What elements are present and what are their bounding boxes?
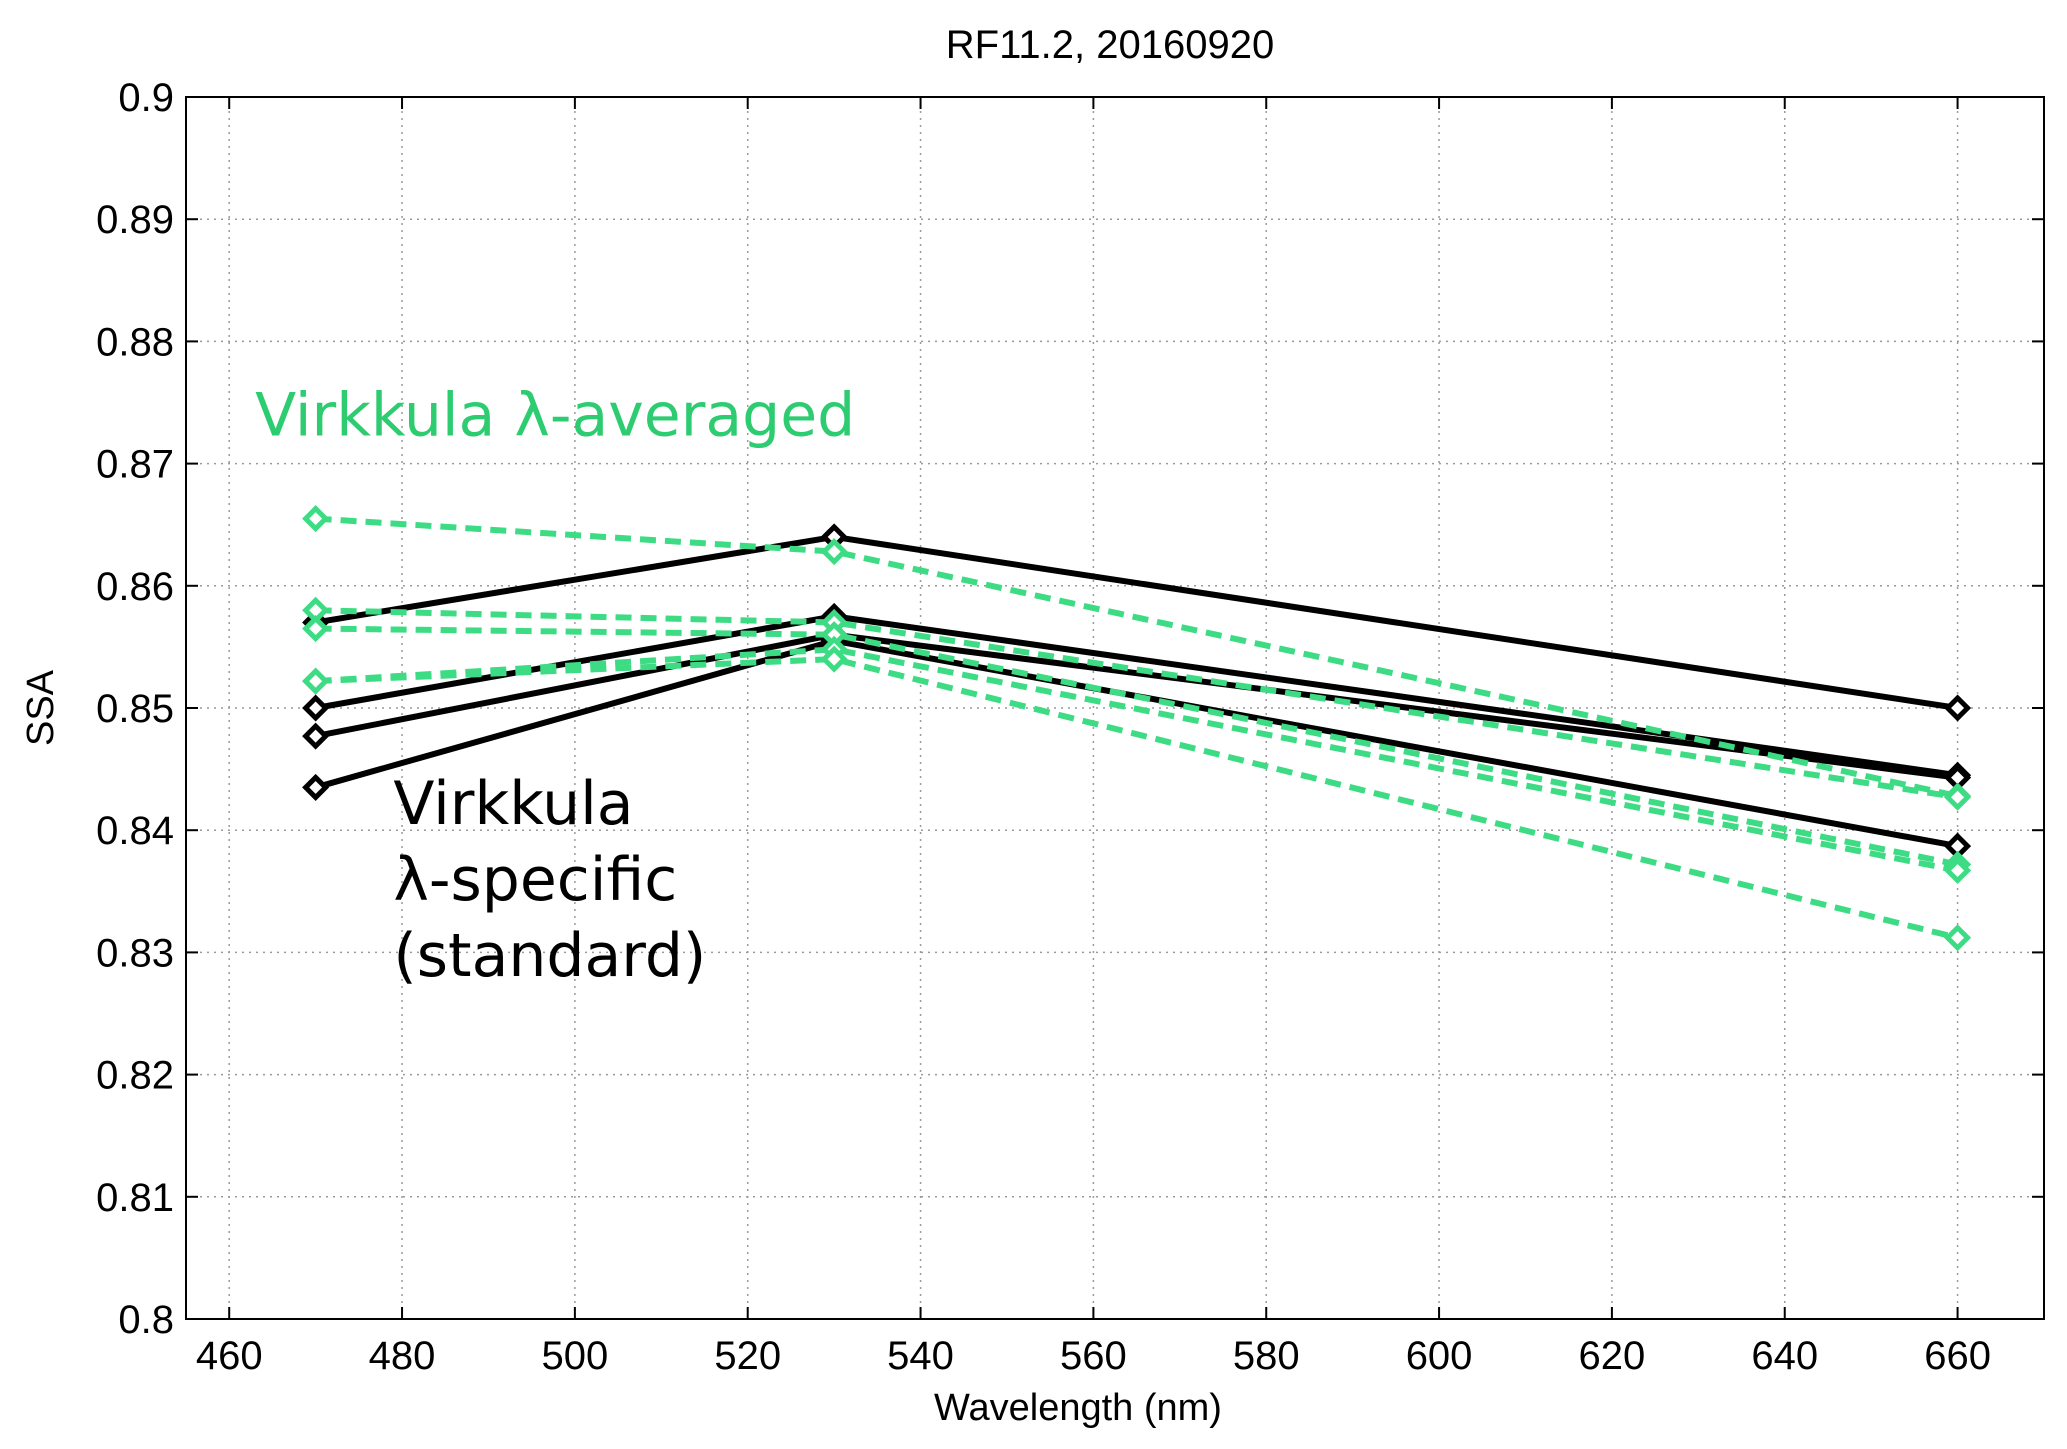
grid-lines (186, 96, 2044, 1320)
y-tick-label: 0.86 (96, 565, 174, 609)
y-tick-label: 0.89 (96, 198, 174, 242)
y-axis-label: SSA (20, 669, 62, 746)
series-line (315, 625, 1959, 868)
x-tick-label: 540 (887, 1334, 954, 1378)
x-tick-label: 520 (714, 1334, 781, 1378)
series-layer (302, 505, 1972, 952)
y-tick-label: 0.8 (118, 1298, 174, 1342)
series-point (302, 505, 330, 533)
series-line (315, 656, 1959, 941)
series-point (820, 538, 848, 566)
x-axis-label: Wavelength (nm) (934, 1387, 1222, 1429)
series-point (1944, 783, 1972, 811)
x-tick-label: 620 (1579, 1334, 1646, 1378)
series-point (302, 722, 330, 750)
x-tick-label: 660 (1924, 1334, 1991, 1378)
y-tick-label: 0.87 (96, 443, 174, 487)
series-point (1944, 856, 1972, 885)
series-line (315, 533, 1959, 711)
series-point (302, 667, 330, 695)
x-tick-labels: 460 480 500 520 540 560 580 600 620 640 660 (196, 1334, 1991, 1378)
y-tick-label: 0.88 (96, 320, 174, 364)
series-line (315, 607, 1959, 801)
annotation-line: λ-specific (393, 845, 677, 915)
x-tick-label: 580 (1233, 1334, 1300, 1378)
series-point (820, 645, 848, 673)
series-point (1944, 924, 1972, 952)
y-tick-labels: 0.8 0.81 0.82 0.83 0.84 0.85 0.86 0.87 0.88 0.89 0… (96, 76, 174, 1342)
annotation-line: Virkkula λ-averaged (255, 380, 855, 450)
annotation-line: Virkkula (393, 769, 633, 839)
annotation-line: (standard) (393, 921, 706, 991)
x-tick-label: 460 (196, 1334, 263, 1378)
series-line (315, 515, 1959, 799)
series-line (315, 646, 1959, 874)
x-tick-label: 640 (1751, 1334, 1818, 1378)
series-point (1944, 694, 1972, 722)
x-tick-label: 480 (369, 1334, 436, 1378)
y-tick-label: 0.83 (96, 931, 174, 975)
x-tick-label: 560 (1060, 1334, 1127, 1378)
chart-title: RF11.2, 20160920 (946, 23, 1274, 67)
y-tick-label: 0.84 (96, 809, 174, 853)
y-tick-label: 0.85 (96, 687, 174, 731)
annotations: Virkkula λ-averaged Virkkula λ-specific (st… (255, 380, 855, 991)
x-tick-label: 600 (1406, 1334, 1473, 1378)
axis-ticks (186, 96, 2044, 1320)
y-tick-label: 0.82 (96, 1054, 174, 1098)
annotation-2: Virkkula λ-specific (standard) (393, 769, 706, 991)
series-9 (302, 645, 1972, 952)
series-point (302, 615, 330, 643)
y-tick-label: 0.81 (96, 1176, 174, 1220)
series-point (302, 694, 330, 722)
y-tick-label: 0.9 (118, 76, 174, 120)
x-tick-label: 500 (542, 1334, 609, 1378)
annotation-1: Virkkula λ-averaged (255, 380, 855, 450)
series-point (302, 773, 330, 801)
